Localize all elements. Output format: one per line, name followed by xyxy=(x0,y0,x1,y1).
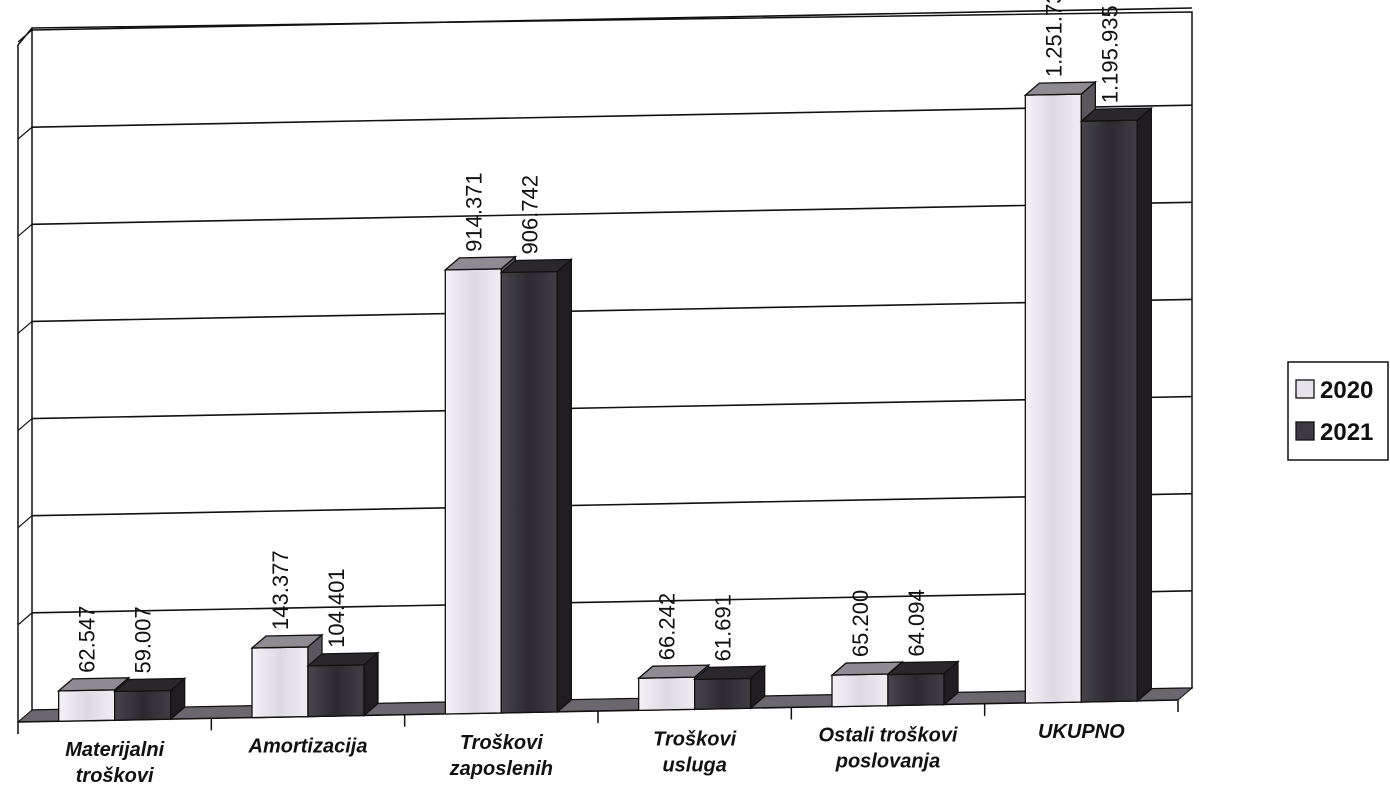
bar-2021-2 xyxy=(499,258,574,714)
bar-2021-1 xyxy=(306,651,380,718)
category-label-0-line-0: Materijalni xyxy=(65,739,164,761)
value-label-2020-5: 1.251.737 xyxy=(1041,0,1066,77)
bar-2021-5 xyxy=(1079,106,1154,703)
value-label-2021-4: 64.094 xyxy=(904,589,929,656)
gridline-left-tick xyxy=(17,223,33,237)
gridline xyxy=(31,298,1193,323)
bar-2021-4 xyxy=(886,660,960,707)
value-label-2021-0: 59.007 xyxy=(131,606,156,673)
value-label-2021-1: 104.401 xyxy=(324,568,349,648)
category-label-5-line-0: UKUPNO xyxy=(1038,721,1125,743)
value-label-2020-1: 143.377 xyxy=(268,550,293,630)
gridline-left-tick xyxy=(17,126,33,140)
bar-2021-0 xyxy=(112,677,187,721)
category-label-2-line-0: Troškovi xyxy=(460,732,543,754)
gridline xyxy=(31,201,1193,226)
gridline-left-tick xyxy=(17,320,33,334)
value-label-2021-2: 906.742 xyxy=(517,175,542,255)
category-label-1-line-0: Amortizacija xyxy=(248,736,368,758)
value-label-2021-3: 61.691 xyxy=(711,594,736,661)
legend-swatch-2020 xyxy=(1295,379,1315,399)
bar-2021-3 xyxy=(692,664,767,710)
value-label-2020-3: 66.242 xyxy=(655,593,680,660)
gridline-left-tick xyxy=(17,418,33,432)
gridline-left-tick xyxy=(17,29,33,43)
legend-label-2021: 2021 xyxy=(1320,419,1373,446)
gridline xyxy=(31,395,1193,420)
category-label-3-line-1: usluga xyxy=(662,754,726,776)
x-axis-line xyxy=(17,699,1179,723)
gridline xyxy=(31,492,1193,517)
category-label-2-line-1: zaposlenih xyxy=(449,758,553,780)
value-label-2021-5: 1.195.935 xyxy=(1097,5,1122,103)
gridline-left-tick xyxy=(17,612,33,626)
legend-swatch-2021 xyxy=(1295,421,1315,441)
value-label-2020-2: 914.371 xyxy=(461,172,486,252)
category-label-4-line-1: poslovanja xyxy=(835,751,940,773)
gridline xyxy=(31,590,1193,614)
category-label-0-line-1: troškovi xyxy=(76,765,154,787)
gridline-left-tick xyxy=(17,515,33,529)
gridline xyxy=(31,104,1193,128)
category-label-4-line-0: Ostali troškovi xyxy=(819,725,958,747)
category-label-3-line-0: Troškovi xyxy=(653,728,736,750)
value-label-2020-4: 65.200 xyxy=(848,590,873,657)
gridline xyxy=(31,7,1193,31)
legend-box xyxy=(1287,361,1389,461)
legend-label-2020: 2020 xyxy=(1320,377,1373,404)
value-label-2020-0: 62.547 xyxy=(75,606,100,673)
